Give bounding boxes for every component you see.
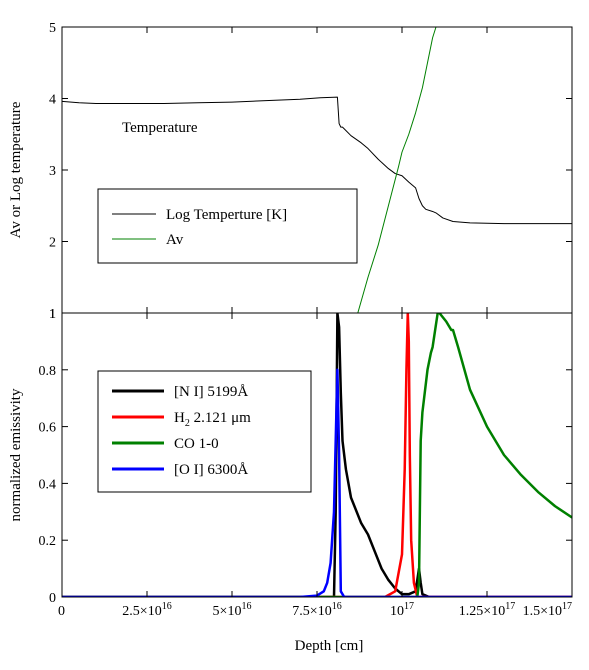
legend-label-h2-2-121-m: H2 2.121 μm: [174, 410, 251, 429]
legend-label-log-temperture-k: Log Temperture [K]: [166, 207, 287, 223]
x-tick-label: 1017: [390, 601, 414, 619]
y-tick-label: 3: [49, 164, 56, 179]
series-line-o-i-6300: [62, 368, 572, 597]
legend-label-co-1-0: CO 1-0: [174, 436, 219, 452]
y-tick-label: 4: [49, 93, 56, 108]
series-line-h2-2-121-m: [62, 313, 572, 597]
y-axis-label: Av or Log temperature: [8, 101, 24, 238]
y-tick-label: 0.8: [39, 364, 57, 379]
top-panel: 1 2 3 4 5 Av or Log temperature Temperature Log…: [8, 21, 573, 322]
legend-label-av: Av: [166, 232, 184, 248]
series-line-av: [357, 27, 437, 313]
y-tick-label: 2: [49, 236, 56, 251]
legend: Log Temperture [K] Av: [97, 188, 358, 264]
x-tick-label: 0: [58, 604, 65, 619]
legend-label-n-i-5199: [N I] 5199Å: [174, 384, 248, 400]
x-axis-label: Depth [cm]: [295, 638, 364, 654]
y-tick-label: 0.2: [39, 534, 57, 549]
legend: [N I] 5199Å H2 2.121 μm CO 1-0 [O I] 6300Å: [97, 370, 312, 493]
series-line-log-temperture-k: [62, 96, 572, 225]
y-tick-label: 0: [49, 591, 56, 606]
legend-label-o-i-6300: [O I] 6300Å: [174, 462, 248, 478]
series-line-co-1-0: [62, 313, 572, 597]
y-tick-label: 1: [49, 307, 56, 322]
legend-box: [97, 188, 358, 264]
bottom-panel: 0 0.2 0.4 0.6 0.8 1 0 2.5×1016 5×1016 7.5×1016 101…: [8, 307, 573, 654]
x-tick-label: 1.25×1017: [459, 601, 515, 619]
y-tick-label: 0.4: [39, 477, 57, 492]
y-axis-label: normalized emissivity: [8, 388, 24, 521]
y-tick-label: 1: [49, 307, 56, 322]
x-tick-label: 1.5×1017: [523, 601, 572, 619]
plot-frame: [61, 26, 573, 314]
x-tick-label: 5×1016: [213, 601, 252, 619]
y-tick-label: 5: [49, 21, 56, 36]
annotation-temperature: Temperature: [122, 120, 198, 136]
x-tick-label: 7.5×1016: [292, 601, 341, 619]
x-tick-label: 2.5×1016: [122, 601, 171, 619]
y-tick-label: 0.6: [39, 421, 57, 436]
